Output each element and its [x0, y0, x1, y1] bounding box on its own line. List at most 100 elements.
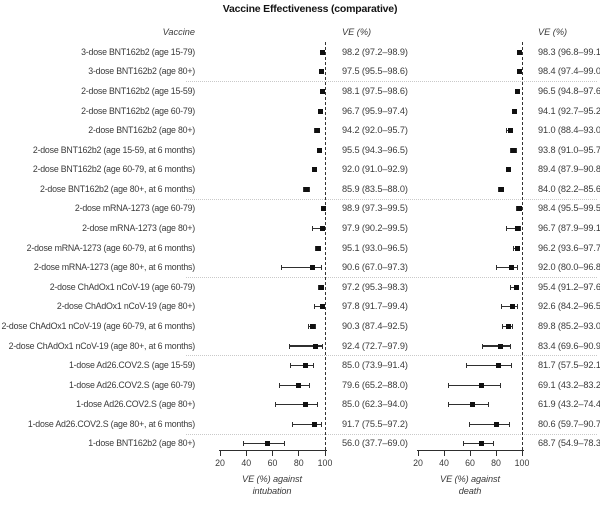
ci-cap-low-death: [447, 382, 449, 388]
x-tick-label: 100: [317, 458, 333, 468]
row-label: 1-dose BNT162b2 (age 80+): [88, 438, 195, 449]
row-label: 2-dose ChAdOx1 nCoV-19 (age 80+, at 6 mo…: [8, 340, 196, 351]
point-marker-death: [506, 323, 512, 329]
row-label: 2-dose ChAdOx1 nCoV-19 (age 60-79, at 6 …: [1, 320, 195, 331]
x-axis-label-intubation-line1: VE (%) against: [242, 474, 302, 484]
ci-cap-high-death: [520, 226, 522, 232]
ci-cap-high-intubation: [308, 382, 310, 388]
ve-value-intubation: 98.9 (97.3–99.5): [342, 203, 408, 214]
row-label: 2-dose ChAdOx1 nCoV-19 (age 60-79): [49, 281, 195, 292]
ci-line-death: [463, 443, 494, 445]
point-marker-intubation: [321, 206, 327, 212]
ve-value-intubation: 98.2 (97.2–98.9): [342, 46, 408, 57]
ci-line-intubation: [290, 364, 314, 367]
x-tick: [219, 449, 221, 456]
ve-column-header-death: VE (%): [538, 27, 568, 37]
x-tick-label: 40: [439, 458, 449, 468]
x-tick-label: 60: [465, 458, 475, 468]
ci-cap-low-intubation: [315, 245, 317, 251]
row-label: 3-dose BNT162b2 (age 15-79): [81, 46, 195, 57]
ci-cap-low-intubation: [292, 421, 294, 427]
point-marker-intubation: [303, 186, 309, 192]
x-axis-label-intubation: VE (%) against intubation: [207, 474, 337, 497]
ve-value-death: 69.1 (43.2–83.2): [538, 379, 600, 390]
ve-value-death: 96.2 (93.6–97.7): [538, 242, 600, 253]
ci-line-death: [448, 384, 501, 386]
ci-cap-low-death: [513, 245, 515, 251]
ve-value-death: 61.9 (43.2–74.4): [538, 399, 600, 410]
ci-line-death: [469, 423, 510, 425]
x-tick: [521, 449, 523, 456]
ci-cap-low-intubation: [281, 265, 283, 271]
ci-cap-low-intubation: [307, 323, 309, 329]
group-separator: [186, 355, 597, 357]
point-marker-death: [497, 343, 503, 349]
ci-cap-high-death: [516, 304, 518, 310]
point-marker-death: [479, 382, 485, 388]
ve-value-intubation: 92.4 (72.7–97.9): [342, 340, 408, 351]
point-marker-intubation: [318, 108, 324, 114]
ve-value-death: 89.8 (85.2–93.0): [538, 320, 600, 331]
ve-value-death: 83.4 (69.6–90.9): [538, 340, 600, 351]
ve-value-intubation: 97.8 (91.7–99.4): [342, 301, 408, 312]
point-marker-intubation: [318, 284, 324, 290]
x-tick-label: 60: [267, 458, 278, 468]
point-marker-death: [509, 265, 515, 271]
ve-value-intubation: 85.0 (73.9–91.4): [342, 360, 408, 371]
ci-line-intubation: [292, 423, 322, 425]
ci-cap-low-death: [506, 128, 508, 134]
ci-cap-low-death: [515, 206, 517, 212]
ci-cap-low-intubation: [242, 441, 244, 447]
ci-cap-high-death: [499, 382, 501, 388]
ve-column-header-intubation: VE (%): [342, 27, 372, 37]
point-marker-death: [511, 147, 517, 153]
ci-cap-high-intubation: [316, 402, 318, 408]
row-label: 2-dose mRNA-1273 (age 60-79): [74, 203, 195, 214]
ci-line-intubation: [312, 227, 325, 230]
ci-cap-high-death: [512, 323, 514, 329]
ve-value-death: 91.0 (88.4–93.0): [538, 125, 600, 136]
row-label: 2-dose BNT162b2 (age 80+, at 6 months): [40, 183, 195, 194]
ve-value-death: 81.7 (57.5–92.1): [538, 360, 600, 371]
x-tick-label: 100: [514, 458, 530, 468]
ci-cap-high-intubation: [320, 265, 322, 271]
ve-value-death: 93.8 (91.0–95.7): [538, 144, 600, 155]
point-marker-intubation: [264, 441, 270, 447]
ci-line-death: [501, 306, 518, 308]
point-marker-intubation: [302, 402, 308, 408]
ci-cap-high-death: [512, 128, 514, 134]
ci-cap-low-intubation: [278, 382, 280, 388]
point-marker-intubation: [320, 49, 326, 55]
ci-cap-low-intubation: [318, 69, 320, 75]
ve-value-intubation: 90.3 (87.4–92.5): [342, 320, 408, 331]
ve-value-intubation: 91.7 (75.5–97.2): [342, 418, 408, 429]
group-separator: [186, 433, 597, 435]
point-marker-intubation: [316, 245, 322, 251]
point-marker-intubation: [312, 343, 318, 349]
ve-value-death: 84.0 (82.2–85.6): [538, 183, 600, 194]
ci-cap-low-death: [462, 441, 464, 447]
ci-cap-low-death: [510, 284, 512, 290]
row-label: 2-dose BNT162b2 (age 60-79, at 6 months): [32, 164, 195, 175]
ve-value-intubation: 90.6 (67.0–97.3): [342, 262, 408, 273]
ve-value-intubation: 96.7 (95.9–97.4): [342, 105, 408, 116]
point-marker-intubation: [302, 363, 308, 369]
ve-value-death: 68.7 (54.9–78.3): [538, 438, 600, 449]
x-tick: [245, 449, 247, 456]
ci-cap-high-death: [493, 441, 495, 447]
ci-cap-low-intubation: [313, 304, 315, 310]
ve-value-death: 96.7 (87.9–99.1): [538, 223, 600, 234]
point-marker-intubation: [316, 147, 322, 153]
point-marker-intubation: [319, 226, 325, 232]
row-label: 3-dose BNT162b2 (age 80+): [88, 66, 195, 77]
ci-cap-low-death: [447, 402, 449, 408]
x-tick: [443, 449, 445, 456]
ci-cap-high-death: [517, 265, 519, 271]
ci-line-intubation: [314, 306, 325, 308]
group-separator: [186, 81, 597, 83]
ve-value-death: 98.4 (95.5–99.5): [538, 203, 600, 214]
ci-cap-high-intubation: [313, 363, 315, 369]
point-marker-intubation: [309, 323, 315, 329]
ve-value-intubation: 95.1 (93.0–96.5): [342, 242, 408, 253]
